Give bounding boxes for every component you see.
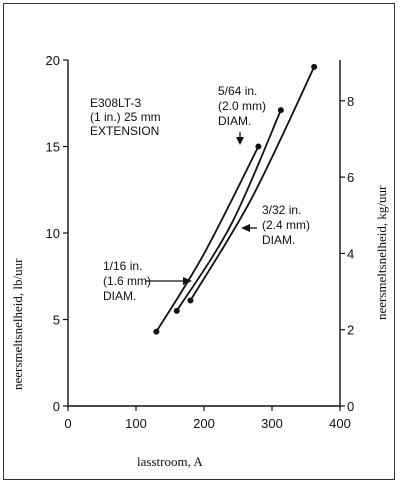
y-axis-title-left: neersmeltsnelheid, lb/uur bbox=[10, 258, 25, 390]
y-tick-label-right: 6 bbox=[347, 170, 354, 185]
x-tick-label: 100 bbox=[125, 416, 147, 431]
y-tick-label-left: 5 bbox=[53, 313, 60, 328]
series-1-start-point bbox=[153, 328, 160, 335]
series-3-end-point bbox=[311, 63, 318, 70]
y-tick-label-right: 8 bbox=[347, 94, 354, 109]
annotation-line-1: E308LT-3 bbox=[90, 96, 141, 110]
series-2-pointer-arrow bbox=[236, 132, 244, 145]
y-tick-label-left: 0 bbox=[53, 399, 60, 414]
series-2-label-line-2: (2.0 mm) bbox=[218, 99, 266, 113]
series-3-label-line-3: DIAM. bbox=[262, 233, 295, 247]
annotation-line-2: (1 in.) 25 mm bbox=[90, 110, 161, 124]
x-tick-label: 400 bbox=[329, 416, 351, 431]
x-tick-label: 0 bbox=[64, 416, 71, 431]
y-axis-title-right: neersmeltsnelheid, kg/uur bbox=[374, 185, 389, 320]
series-2-start-point bbox=[173, 307, 180, 314]
series-3-label-line-1: 3/32 in. bbox=[262, 203, 301, 217]
y-tick-label-right: 4 bbox=[347, 246, 354, 261]
y-tick-label-right: 2 bbox=[347, 323, 354, 338]
series-2-label-line-3: DIAM. bbox=[218, 114, 251, 128]
y-tick-label-left: 20 bbox=[46, 53, 60, 68]
series-3-line bbox=[189, 66, 315, 301]
series-1-label-line-1: 1/16 in. bbox=[103, 259, 142, 273]
series-2-label-line-1: 5/64 in. bbox=[218, 84, 257, 98]
x-axis-title: lasstroom, A bbox=[137, 454, 203, 469]
annotation-line-3: EXTENSION bbox=[90, 124, 159, 138]
x-tick-label: 300 bbox=[261, 416, 283, 431]
series-1-label-line-2: (1.6 mm) bbox=[103, 274, 151, 288]
y-tick-label-right: 0 bbox=[347, 399, 354, 414]
series-1-pointer-arrow bbox=[146, 277, 192, 285]
y-tick-label-left: 15 bbox=[46, 140, 60, 155]
series-1-end-point bbox=[255, 143, 262, 150]
series-2-end-point bbox=[277, 107, 284, 114]
series-1-label-line-3: DIAM. bbox=[103, 289, 136, 303]
series-1-line bbox=[155, 146, 260, 333]
series-3-label-line-2: (2.4 mm) bbox=[262, 218, 310, 232]
series-3-start-point bbox=[187, 297, 194, 304]
x-tick-label: 200 bbox=[193, 416, 215, 431]
series-3-pointer-arrow bbox=[241, 224, 257, 232]
y-tick-label-left: 10 bbox=[46, 226, 60, 241]
series-2-line bbox=[176, 109, 282, 312]
